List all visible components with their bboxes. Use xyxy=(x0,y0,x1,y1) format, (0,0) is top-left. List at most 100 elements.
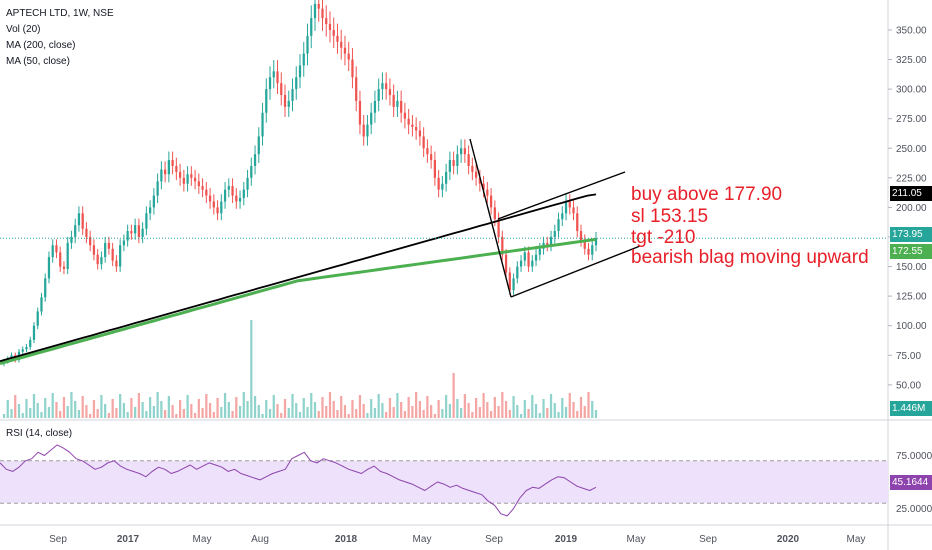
volume-bar xyxy=(441,409,444,418)
candle-body xyxy=(242,189,245,198)
candle-body xyxy=(220,201,223,214)
volume-bar xyxy=(186,395,189,418)
volume-bar xyxy=(572,402,575,418)
candle-body xyxy=(152,195,155,208)
candle-body xyxy=(231,186,234,196)
volume-bar xyxy=(377,394,380,418)
candle-body xyxy=(433,160,437,178)
candle-body xyxy=(553,231,556,237)
volume-bar xyxy=(381,403,384,418)
candle-body xyxy=(70,236,73,243)
volume-bar xyxy=(385,412,388,418)
volume-bar xyxy=(47,407,51,418)
volume-bar xyxy=(546,408,549,418)
price-tick-label: 325.00 xyxy=(896,55,927,66)
volume-bar xyxy=(70,392,73,418)
volume-bar xyxy=(190,404,193,418)
volume-bar xyxy=(104,404,107,418)
candle-body xyxy=(400,100,403,113)
volume-bar xyxy=(355,409,358,418)
volume-bar xyxy=(197,399,200,418)
rsi-legend: RSI (14, close) xyxy=(6,426,72,442)
volume-bar xyxy=(418,401,422,418)
candle-body xyxy=(407,118,410,125)
annotation-sl: sl 153.15 xyxy=(631,206,709,227)
rsi-tick-label: 75.0000 xyxy=(896,451,932,462)
volume-bar xyxy=(328,392,332,418)
candle-body xyxy=(171,160,174,166)
candle-body xyxy=(36,311,39,326)
candle-body xyxy=(182,177,185,184)
volume-bar xyxy=(223,393,227,418)
volume-bar xyxy=(321,397,324,418)
candle-body xyxy=(92,245,96,255)
rsi-band xyxy=(0,460,888,504)
candle-body xyxy=(568,201,571,208)
volume-bar xyxy=(504,401,508,418)
candle-body xyxy=(130,231,133,234)
candle-body xyxy=(253,154,257,166)
candle-body xyxy=(238,197,242,202)
volume-bar xyxy=(40,412,43,418)
x-axis-label: Sep xyxy=(699,534,717,545)
candle-body xyxy=(516,266,519,279)
candle-body xyxy=(463,148,466,155)
volume-bar xyxy=(306,407,309,418)
candle-body xyxy=(197,181,200,187)
candle-body xyxy=(321,8,324,19)
volume-bar xyxy=(287,408,290,418)
candle-body xyxy=(459,148,463,155)
candle-body xyxy=(340,41,343,48)
candle-body xyxy=(437,177,440,190)
volume-bar xyxy=(489,411,493,418)
candle-body xyxy=(396,100,399,107)
volume-bar xyxy=(126,412,129,418)
volume-bar xyxy=(579,397,583,418)
x-axis-label: 2019 xyxy=(555,534,578,545)
candle-body xyxy=(160,169,163,182)
volume-bar xyxy=(253,396,257,418)
candle-body xyxy=(156,181,159,196)
candle-body xyxy=(336,35,339,42)
volume-bar xyxy=(212,412,215,418)
volume-bar xyxy=(227,402,230,418)
volume-bar xyxy=(246,401,249,418)
volume-bar xyxy=(508,410,511,418)
volume-bar xyxy=(201,408,204,418)
candle-body xyxy=(328,24,332,30)
volume-bar xyxy=(32,394,36,418)
candle-body xyxy=(422,136,425,149)
volume-bar xyxy=(175,414,178,418)
volume-bar xyxy=(403,411,407,418)
ma200-line xyxy=(0,237,597,366)
volume-bar xyxy=(178,400,182,418)
candle-body xyxy=(467,154,470,166)
volume-bar xyxy=(407,397,410,418)
volume-bar xyxy=(119,394,122,418)
volume-bar xyxy=(553,403,556,418)
candle-body xyxy=(122,240,126,246)
candle-body xyxy=(107,242,111,249)
candle-body xyxy=(302,53,305,66)
candle-body xyxy=(163,169,167,175)
volume-bar xyxy=(512,396,515,418)
candle-body xyxy=(32,325,36,340)
candle-body xyxy=(47,257,51,279)
volume-bar xyxy=(298,412,302,418)
price-tick-label: 300.00 xyxy=(896,85,927,96)
volume-bar xyxy=(523,400,526,418)
volume-bar xyxy=(576,411,579,418)
volume-bar xyxy=(55,402,58,418)
volume-bar xyxy=(130,398,133,418)
volume-bar xyxy=(250,320,253,418)
volume-bar xyxy=(347,414,350,418)
candle-body xyxy=(579,231,583,241)
candle-body xyxy=(119,245,122,267)
volume-bar xyxy=(141,402,144,418)
volume-bar xyxy=(583,406,586,418)
candle-body xyxy=(250,165,253,178)
candle-body xyxy=(149,207,152,214)
candle-body xyxy=(452,160,455,166)
volume-bar xyxy=(265,400,268,418)
